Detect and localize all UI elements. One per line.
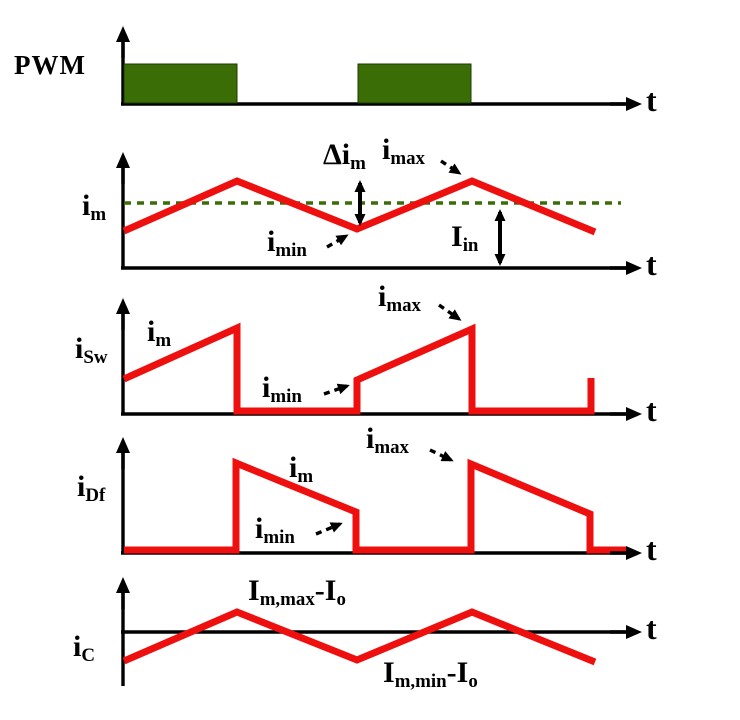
t-label-isw: t bbox=[646, 394, 657, 426]
immax-io-s1: m,max bbox=[259, 588, 315, 610]
imax-base: i bbox=[382, 133, 391, 166]
switch-current-pointer-arrow-1 bbox=[323, 383, 350, 396]
imin-sub: min bbox=[275, 239, 307, 261]
imax-label-im-plot: imax bbox=[382, 133, 425, 168]
immin-minus-io-label: Im,min-Io bbox=[383, 656, 478, 691]
im-annotation-isw: im bbox=[147, 315, 171, 350]
im-annotation-idf: im bbox=[289, 451, 313, 486]
imin-idf-sub: min bbox=[263, 526, 295, 548]
iin-sub: in bbox=[462, 234, 479, 256]
ic-axis-label: iC bbox=[73, 630, 95, 665]
pwm-signal-pulse-2 bbox=[357, 63, 472, 104]
imax-label-isw-plot: imax bbox=[378, 280, 421, 315]
magnetizing-current-waveform bbox=[122, 177, 597, 236]
capacitor-current-waveform bbox=[122, 608, 597, 666]
t-label-ic: t bbox=[646, 612, 657, 644]
t-label-isw-text: t bbox=[646, 392, 657, 428]
imin-label-im-plot: imin bbox=[267, 225, 307, 260]
im-axis-base: i bbox=[82, 189, 91, 222]
ic-axis-sub: C bbox=[81, 644, 95, 666]
switch-current-waveform bbox=[122, 322, 595, 415]
diode-current-waveform bbox=[124, 457, 626, 554]
iin-base: I bbox=[451, 220, 463, 253]
iin-label: Iin bbox=[451, 220, 478, 255]
imax-label-idf-plot: imax bbox=[366, 422, 409, 457]
delta-im-sub: m bbox=[350, 152, 366, 174]
imin-idf-base: i bbox=[255, 512, 264, 545]
pwm-signal-pulse-1 bbox=[123, 63, 238, 104]
imin-label-isw-plot: imin bbox=[262, 371, 302, 406]
immin-io-b2: -I bbox=[446, 656, 469, 689]
imin-base: i bbox=[267, 225, 276, 258]
immin-io-s1: m,min bbox=[394, 670, 447, 692]
magnetizing-current-pointer-arrow-1 bbox=[440, 159, 462, 175]
idf-axis-base: i bbox=[77, 470, 86, 503]
pwm-axis-label-text: PWM bbox=[14, 50, 86, 80]
imax-idf-base: i bbox=[366, 422, 375, 455]
t-label-idf-text: t bbox=[646, 531, 657, 567]
t-label-ic-text: t bbox=[646, 610, 657, 646]
magnetizing-current-pointer-arrow-2 bbox=[326, 234, 349, 249]
imin-isw-sub: min bbox=[270, 385, 302, 407]
delta-im-label: Δim bbox=[323, 138, 366, 173]
immax-io-b2: -I bbox=[314, 574, 337, 607]
immin-io-b1: I bbox=[383, 656, 395, 689]
im-annot-idf-base: i bbox=[289, 451, 298, 484]
t-label-pwm: t bbox=[646, 84, 657, 116]
im-annot-isw-sub: m bbox=[155, 329, 172, 351]
imax-idf-sub: max bbox=[374, 436, 409, 458]
isw-axis-base: i bbox=[75, 332, 84, 365]
imax-isw-base: i bbox=[378, 280, 387, 313]
immax-io-s2: o bbox=[336, 588, 346, 610]
immax-minus-io-label: Im,max-Io bbox=[248, 574, 346, 609]
t-label-im: t bbox=[646, 248, 657, 280]
t-label-idf: t bbox=[646, 533, 657, 565]
im-axis-sub: m bbox=[90, 203, 107, 225]
imin-isw-base: i bbox=[262, 371, 271, 404]
diode-current-pointer-arrow-2 bbox=[429, 448, 454, 462]
immin-io-s2: o bbox=[468, 670, 478, 692]
pwm-axis-label: PWM bbox=[14, 52, 86, 79]
idf-axis-sub: Df bbox=[85, 484, 106, 506]
isw-axis-label: iSw bbox=[75, 332, 108, 367]
im-annot-idf-sub: m bbox=[297, 465, 314, 487]
isw-axis-sub: Sw bbox=[83, 346, 108, 368]
ic-axis-base: i bbox=[73, 630, 82, 663]
immax-io-b1: I bbox=[248, 574, 260, 607]
idf-axis-label: iDf bbox=[77, 470, 105, 505]
t-label-pwm-text: t bbox=[646, 82, 657, 118]
imin-label-idf-plot: imin bbox=[255, 512, 295, 547]
t-label-im-text: t bbox=[646, 246, 657, 282]
delta-im-base: Δi bbox=[323, 138, 351, 171]
imax-isw-sub: max bbox=[386, 294, 421, 316]
imax-sub: max bbox=[390, 147, 425, 169]
im-annot-isw-base: i bbox=[147, 315, 156, 348]
im-axis-label: im bbox=[82, 189, 106, 224]
switch-current-pointer-arrow-2 bbox=[438, 303, 462, 321]
diode-current-pointer-arrow-1 bbox=[315, 522, 343, 536]
